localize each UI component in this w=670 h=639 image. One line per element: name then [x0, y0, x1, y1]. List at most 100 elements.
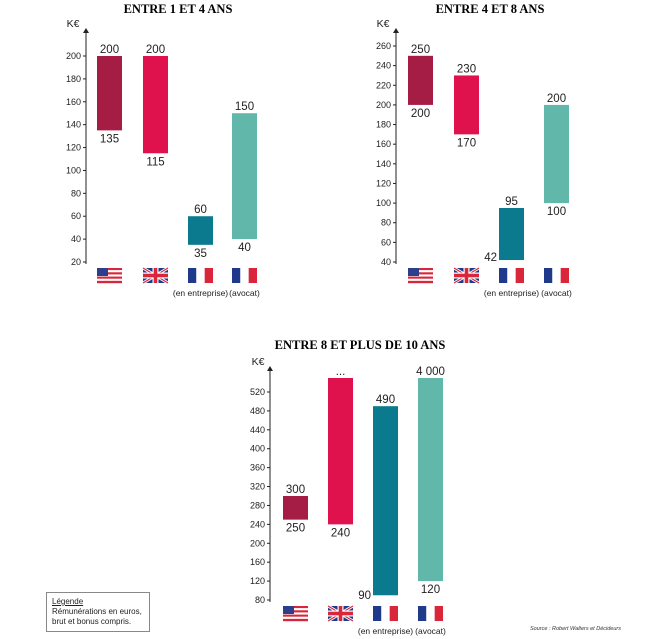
flag-stripe — [97, 274, 122, 277]
category-sublabel: (avocat) — [541, 288, 572, 298]
source-note: Source : Robert Walters et Décideurs — [530, 626, 621, 632]
y-tick-label: 280 — [250, 500, 265, 510]
y-tick-label: 200 — [376, 100, 391, 110]
category-sublabel: (en entreprise) — [484, 288, 539, 298]
flag-cross-red — [143, 273, 168, 278]
flag-band-blue — [188, 268, 197, 283]
data-label-low: 40 — [238, 242, 251, 254]
y-tick-label: 360 — [250, 463, 265, 473]
flag-stripe — [283, 608, 308, 611]
y-tick-label: 140 — [376, 159, 391, 169]
flag-canton — [97, 268, 108, 276]
y-tick-label: 120 — [376, 178, 391, 188]
flag-cross-red — [454, 273, 479, 278]
flag-stripe — [97, 278, 122, 282]
flag-stripe — [97, 276, 122, 279]
flag-band-red — [204, 268, 213, 283]
flag-fr_avocat-icon — [544, 268, 569, 283]
data-label-low: 100 — [547, 206, 566, 218]
flag-canton — [408, 268, 419, 276]
range-bar-fr_avocat — [418, 378, 443, 582]
flag-band-blue — [418, 606, 427, 621]
data-label-high: 200 — [146, 44, 165, 56]
flag-uk-icon — [142, 266, 169, 285]
y-axis-unit: K€ — [67, 18, 80, 30]
data-label-high: ... — [336, 366, 346, 378]
category-sublabel: (en entreprise) — [358, 626, 413, 636]
flag-band-red — [560, 268, 569, 283]
chart-title: ENTRE 4 ET 8 ANS — [436, 2, 545, 16]
data-label-low: 120 — [421, 584, 440, 596]
y-tick-label: 180 — [66, 74, 81, 84]
y-tick-label: 440 — [250, 425, 265, 435]
flag-canton — [283, 606, 294, 614]
flag-fr_avocat-icon — [232, 268, 257, 283]
range-bar-fr_entreprise — [188, 216, 213, 245]
y-tick-label: 60 — [381, 237, 391, 247]
data-label-low: 115 — [146, 156, 164, 168]
y-tick-label: 320 — [250, 482, 265, 492]
flag-band-red — [389, 606, 398, 621]
y-tick-label: 400 — [250, 444, 265, 454]
chart-title: ENTRE 1 ET 4 ANS — [124, 2, 233, 16]
data-label-low: 42 — [484, 252, 497, 264]
data-label-low: 90 — [358, 590, 371, 602]
flag-band-blue — [544, 268, 553, 283]
flag-band-white — [240, 268, 249, 283]
flag-usa-icon — [283, 606, 308, 622]
y-tick-label: 80 — [255, 595, 265, 605]
range-bar-uk — [328, 378, 353, 525]
data-label-low: 200 — [411, 108, 430, 120]
data-label-low: 35 — [194, 248, 207, 260]
legend-text: Rémunérations en euros, brut et bonus co… — [52, 607, 142, 626]
y-tick-label: 100 — [66, 165, 81, 175]
flag-stripe — [408, 274, 433, 277]
data-label-high: 490 — [376, 394, 395, 406]
category-sublabel: (avocat) — [415, 626, 446, 636]
flag-stripe — [283, 606, 308, 609]
y-tick-label: 260 — [376, 41, 391, 51]
flag-stripe — [97, 280, 122, 284]
flag-stripe — [408, 278, 433, 282]
data-label-high: 4 000 — [416, 366, 445, 378]
flag-band-white — [196, 268, 205, 283]
flag-stripe — [283, 610, 308, 613]
y-tick-label: 120 — [66, 143, 81, 153]
data-label-low: 250 — [286, 523, 305, 535]
data-label-high: 200 — [547, 93, 566, 105]
y-tick-label: 200 — [66, 51, 81, 61]
flag-stripe — [408, 272, 433, 275]
flag-uk-icon — [327, 604, 354, 623]
range-bar-fr_avocat — [232, 113, 257, 240]
flag-band-red — [434, 606, 443, 621]
flag-band-blue — [232, 268, 241, 283]
y-tick-label: 220 — [376, 80, 391, 90]
y-tick-label: 60 — [71, 211, 81, 221]
flag-stripe — [408, 280, 433, 284]
flag-stripe — [408, 270, 433, 273]
y-axis-arrow — [393, 28, 399, 33]
flag-band-blue — [499, 268, 508, 283]
data-label-low: 240 — [331, 527, 350, 539]
category-sublabel: (avocat) — [229, 288, 260, 298]
category-sublabel: (en entreprise) — [173, 288, 228, 298]
data-label-high: 60 — [194, 204, 207, 216]
y-axis-unit: K€ — [377, 18, 390, 30]
y-tick-label: 180 — [376, 120, 391, 130]
flag-usa-icon — [408, 268, 433, 284]
flag-band-white — [426, 606, 435, 621]
flag-band-red — [515, 268, 524, 283]
y-tick-label: 100 — [376, 198, 391, 208]
flag-fr_entreprise-icon — [373, 606, 398, 621]
y-axis-arrow — [83, 28, 89, 33]
flag-band-white — [552, 268, 561, 283]
data-label-high: 230 — [457, 63, 476, 75]
range-bar-usa — [97, 56, 122, 131]
data-label-low: 170 — [457, 137, 476, 149]
flag-stripe — [283, 614, 308, 617]
y-tick-label: 200 — [250, 538, 265, 548]
y-axis-unit: K€ — [252, 356, 265, 368]
flag-band-red — [248, 268, 257, 283]
y-tick-label: 40 — [381, 257, 391, 267]
